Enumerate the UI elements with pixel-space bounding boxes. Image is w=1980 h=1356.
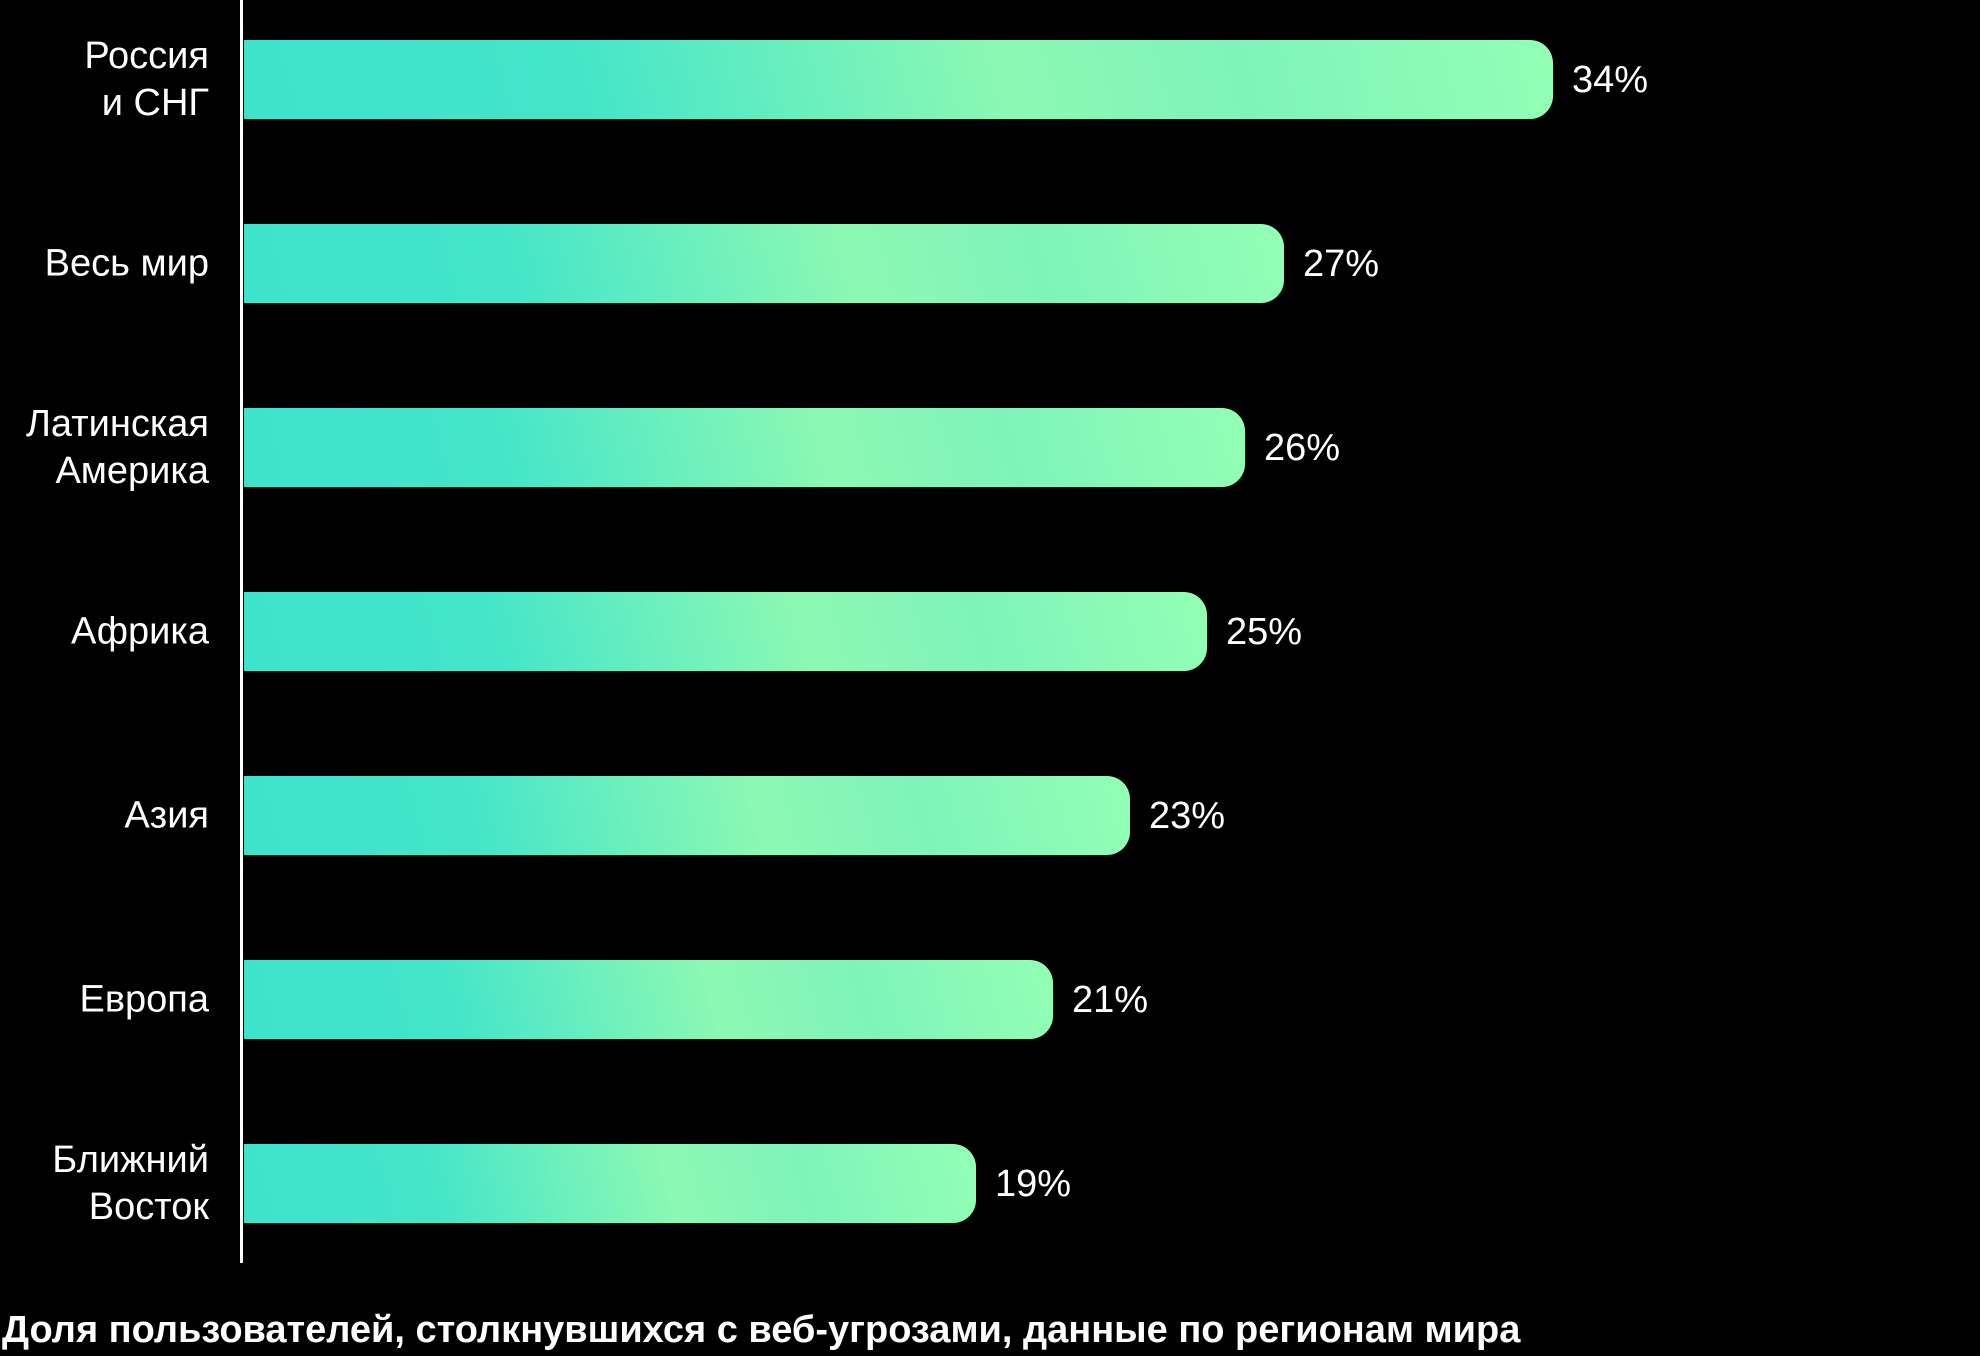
category-label: Латинская Америка — [25, 402, 209, 492]
value-label: 25% — [1226, 610, 1303, 653]
bar — [244, 224, 1284, 303]
category-label: Россия и СНГ — [84, 34, 209, 124]
category-label: Африка — [71, 610, 209, 652]
bar — [244, 40, 1553, 119]
value-label: 19% — [995, 1162, 1072, 1205]
value-label: 27% — [1303, 242, 1380, 285]
bar — [244, 960, 1053, 1039]
bar — [244, 592, 1207, 671]
value-label: 23% — [1149, 794, 1226, 837]
value-label: 34% — [1572, 58, 1649, 101]
bar — [244, 1144, 976, 1223]
bar — [244, 776, 1130, 855]
category-label: Весь мир — [44, 242, 209, 284]
value-label: 21% — [1072, 978, 1149, 1021]
bar — [244, 408, 1245, 487]
category-label: Европа — [79, 978, 209, 1020]
chart-caption: Доля пользователей, столкнувшихся с веб-… — [2, 1309, 1521, 1351]
category-label: Ближний Восток — [52, 1138, 209, 1228]
y-axis-line — [240, 0, 243, 1263]
category-label: Азия — [124, 794, 209, 836]
value-label: 26% — [1264, 426, 1341, 469]
